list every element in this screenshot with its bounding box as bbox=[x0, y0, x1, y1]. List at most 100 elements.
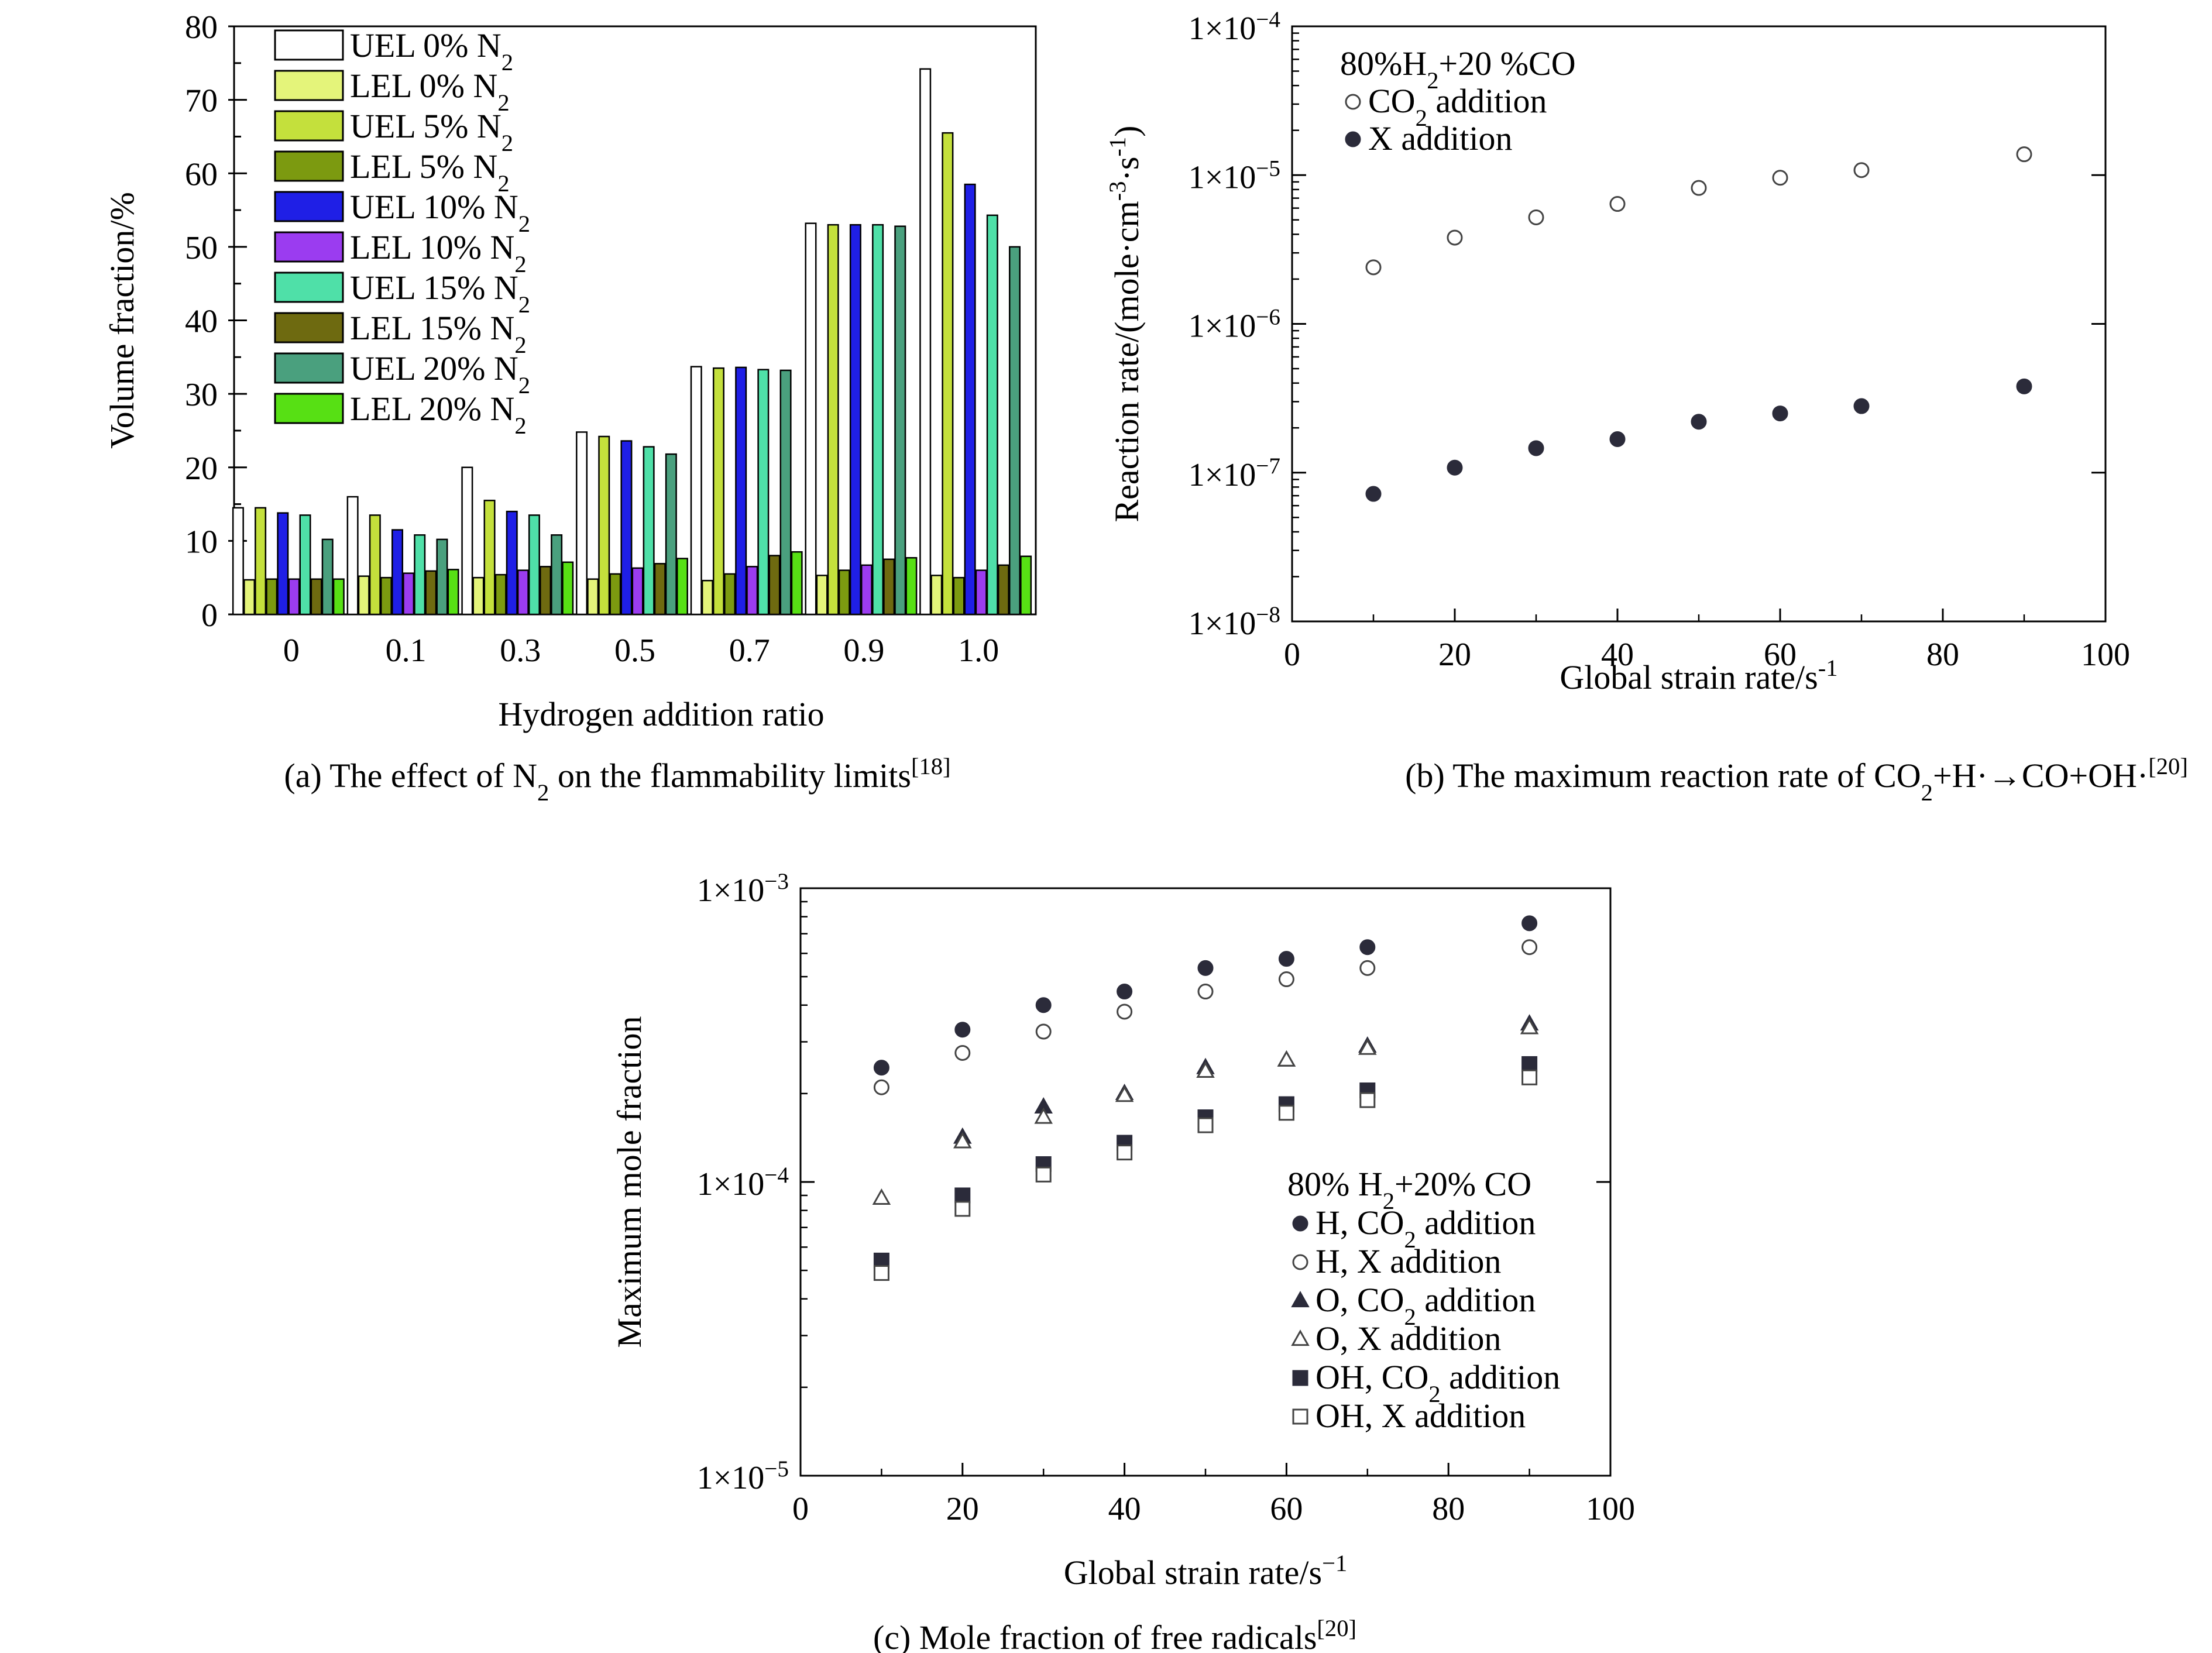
legend-label: LEL 10% N2 bbox=[350, 228, 527, 277]
legend-label-part: 2 bbox=[497, 90, 509, 116]
point-series4-x20 bbox=[954, 1187, 971, 1204]
y-tick-label: 1×10−7 bbox=[1189, 453, 1280, 493]
bar-LEL5-0.5 bbox=[609, 573, 621, 616]
caption-part: (c) Mole fraction of free radicals bbox=[873, 1618, 1317, 1653]
point-series0-x40 bbox=[1609, 196, 1626, 212]
point-series5-x90 bbox=[1521, 1069, 1538, 1085]
point-series1-x40 bbox=[1117, 1004, 1133, 1020]
caption-a-part: on the flammability limits bbox=[549, 757, 911, 795]
bar-UEL20-0.5 bbox=[665, 453, 677, 616]
legend-title-part: +20% CO bbox=[1394, 1165, 1531, 1203]
bar-UEL0-0.3 bbox=[461, 466, 473, 616]
bar-LEL0-0.1 bbox=[358, 575, 370, 616]
y-tick-label: 10 bbox=[185, 524, 218, 560]
y-tick-label: 20 bbox=[185, 451, 218, 487]
legend-label-part: 2 bbox=[1404, 1226, 1416, 1253]
legend-label: LEL 20% N2 bbox=[350, 390, 527, 439]
x-tick-label: 0.7 bbox=[729, 633, 770, 669]
point-series5-x40 bbox=[1117, 1145, 1133, 1161]
legend-label-part: O, CO bbox=[1315, 1281, 1404, 1319]
point-series3-x10 bbox=[872, 1188, 891, 1205]
legend-label: OH, CO2 addition bbox=[1315, 1358, 1560, 1407]
y-axis-label-part: Volume fraction/% bbox=[103, 192, 141, 449]
bar-LEL20-0.1 bbox=[447, 569, 459, 616]
legend-swatch bbox=[274, 110, 344, 142]
x-tick-label: 60 bbox=[1764, 637, 1797, 673]
point-series0-x10 bbox=[873, 1060, 889, 1076]
point-series0-x50 bbox=[1197, 960, 1214, 976]
caption-a-part: 2 bbox=[537, 779, 549, 806]
x-axis-label-part: Hydrogen addition ratio bbox=[498, 695, 824, 733]
point-series3-x30 bbox=[1034, 1107, 1053, 1124]
point-series0-x70 bbox=[1853, 162, 1870, 178]
point-series0-x40 bbox=[1117, 984, 1133, 1000]
point-series1-x70 bbox=[1853, 398, 1870, 414]
legend-label-part: 2 bbox=[514, 332, 526, 358]
legend-swatch bbox=[274, 352, 344, 384]
bar-LEL0-0.7 bbox=[701, 579, 713, 616]
bar-LEL10-0.3 bbox=[517, 569, 529, 616]
legend-label: LEL 5% N2 bbox=[350, 147, 510, 197]
legend-marker bbox=[1291, 1291, 1310, 1308]
bar-UEL15-0.3 bbox=[528, 514, 540, 616]
y-tick-label: 1×10−3 bbox=[697, 869, 789, 909]
legend-label-part: X addition bbox=[1368, 119, 1512, 157]
x-tick-label: 40 bbox=[1108, 1491, 1141, 1527]
legend-label: UEL 10% N2 bbox=[350, 188, 530, 237]
legend-label-part: UEL 0% N bbox=[350, 26, 502, 64]
bar-UEL5-0.3 bbox=[483, 500, 496, 616]
legend-label: LEL 15% N2 bbox=[350, 309, 527, 358]
legend-label: LEL 0% N2 bbox=[350, 67, 510, 116]
legend-label-part: LEL 20% N bbox=[350, 390, 514, 428]
legend-marker bbox=[1292, 1215, 1308, 1232]
y-tick-label-part: 1×10 bbox=[1189, 11, 1256, 47]
point-series0-x30 bbox=[1528, 209, 1544, 225]
bar-LEL20-0.9 bbox=[905, 557, 918, 616]
x-tick-label: 0.1 bbox=[386, 633, 427, 669]
legend-label-part: 2 bbox=[1428, 1381, 1440, 1407]
legend-marker bbox=[1345, 94, 1361, 110]
bar-LEL5-0 bbox=[266, 578, 278, 616]
point-series0-x90 bbox=[1521, 915, 1538, 932]
y-axis-label-part: ·s bbox=[1108, 157, 1146, 181]
x-tick-label: 80 bbox=[1926, 637, 1959, 673]
bar-LEL5-0.9 bbox=[838, 569, 850, 616]
y-tick-label-part: 1×10 bbox=[697, 1460, 765, 1496]
bar-LEL20-1.0 bbox=[1020, 555, 1032, 616]
y-tick-label-part: −5 bbox=[1256, 156, 1280, 181]
bar-UEL20-1.0 bbox=[1008, 246, 1021, 616]
legend-label: UEL 20% N2 bbox=[350, 349, 530, 398]
legend-swatch bbox=[274, 29, 344, 61]
y-tick-label-part: −3 bbox=[764, 869, 789, 894]
bar-LEL15-1.0 bbox=[997, 564, 1009, 616]
bar-LEL5-0.1 bbox=[380, 576, 392, 616]
legend-label-part: 2 bbox=[1416, 105, 1427, 131]
bar-LEL0-0.3 bbox=[472, 576, 485, 616]
caption-a-part: (a) The effect of N bbox=[284, 757, 537, 795]
y-tick-label-part: −7 bbox=[1256, 453, 1280, 478]
caption: (c) Mole fraction of free radicals[20] bbox=[873, 1615, 1356, 1653]
legend-label-part: addition bbox=[1416, 1281, 1536, 1319]
bar-UEL20-0.3 bbox=[551, 534, 563, 616]
bar-UEL10-0.5 bbox=[620, 440, 633, 616]
point-series3-x90 bbox=[1520, 1018, 1539, 1035]
y-tick-label: 70 bbox=[185, 83, 218, 119]
bar-LEL0-1.0 bbox=[930, 575, 943, 616]
point-series1-x60 bbox=[1278, 971, 1294, 988]
x-tick-label: 0 bbox=[283, 633, 300, 669]
legend-title: 80%H2+20 %CO bbox=[1340, 44, 1576, 94]
legend-label-part: LEL 5% N bbox=[350, 147, 497, 185]
caption-part: [20] bbox=[1317, 1615, 1356, 1641]
point-series1-x90 bbox=[1521, 939, 1538, 956]
point-series3-x60 bbox=[1277, 1050, 1296, 1067]
bar-LEL20-0.5 bbox=[676, 558, 688, 616]
y-axis-label-part: Maximum mole fraction bbox=[610, 1016, 648, 1348]
point-series1-x50 bbox=[1197, 984, 1214, 1000]
bar-LEL10-0.5 bbox=[631, 567, 644, 616]
legend-label-part: 2 bbox=[514, 413, 526, 439]
legend-label-part: 2 bbox=[497, 170, 509, 197]
bar-UEL15-0 bbox=[299, 514, 311, 616]
legend-label: O, X addition bbox=[1315, 1319, 1501, 1358]
legend-title: 80% H2+20% CO bbox=[1287, 1165, 1531, 1214]
